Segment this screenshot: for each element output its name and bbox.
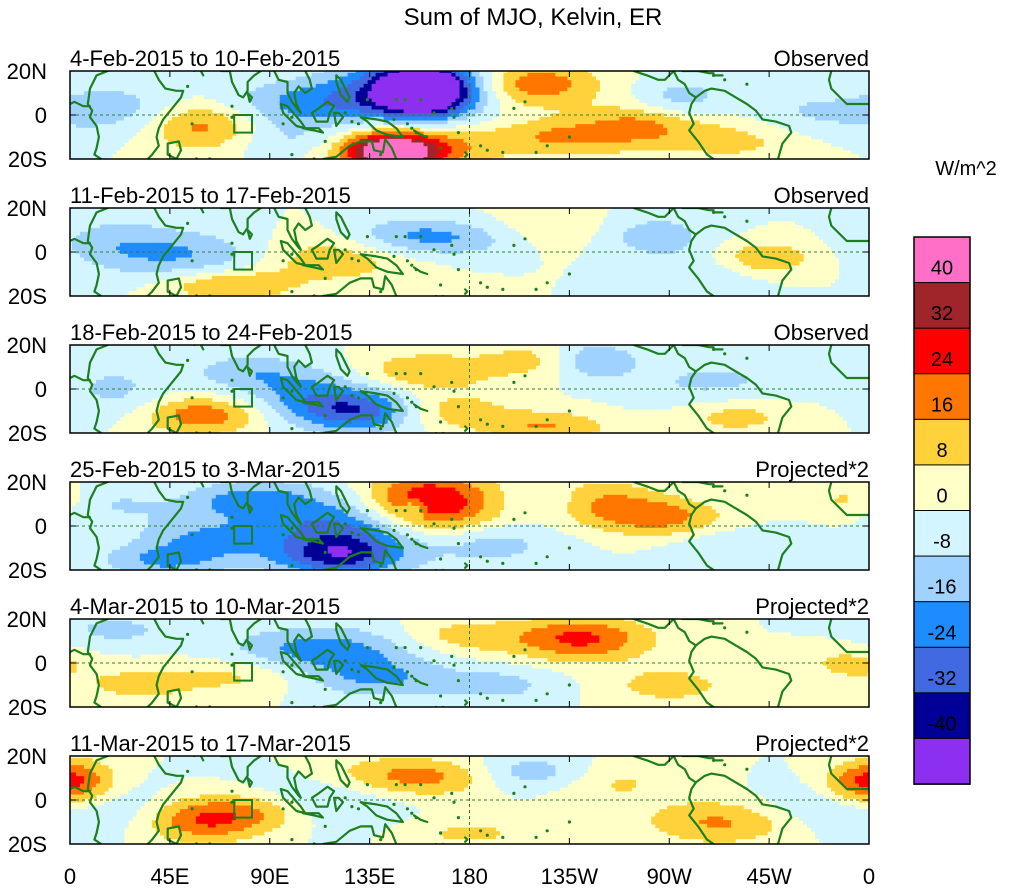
panel-date-range: 11-Feb-2015 to 17-Feb-2015 — [70, 183, 351, 208]
colorbar-tick-label: -32 — [928, 668, 957, 690]
y-tick-label: 20N — [7, 196, 47, 221]
colorbar-swatch — [913, 373, 971, 421]
y-tick-label: 20S — [8, 832, 47, 857]
anomaly-field — [70, 619, 869, 707]
panel-status-label: Observed — [774, 46, 869, 71]
y-tick-label: 0 — [35, 103, 47, 128]
reference-box — [233, 114, 253, 134]
panel-date-range: 18-Feb-2015 to 24-Feb-2015 — [70, 320, 353, 345]
reference-box — [233, 525, 253, 545]
panel-date-range: 25-Feb-2015 to 3-Mar-2015 — [70, 457, 340, 482]
y-tick-label: 20S — [8, 695, 47, 720]
x-tick-label: 90E — [250, 864, 289, 889]
panel-6: 20N 0 20S 11-Mar-2015 to 17-Mar-2015 Project… — [7, 731, 870, 857]
colorbar-swatch — [913, 282, 971, 329]
anomaly-field — [70, 345, 869, 433]
colorbar-tick-label: 16 — [931, 394, 953, 416]
y-tick-label: 20S — [8, 558, 47, 583]
panel-status-label: Projected*2 — [755, 731, 869, 756]
colorbar-tick-label: 8 — [936, 440, 947, 462]
y-tick-label: 0 — [35, 788, 47, 813]
anomaly-field — [70, 208, 869, 296]
x-tick-label: 135W — [541, 864, 599, 889]
x-tick-label: 45W — [746, 864, 791, 889]
y-tick-label: 0 — [35, 514, 47, 539]
panel-3: 20N 0 20S 18-Feb-2015 to 24-Feb-2015 Observe… — [7, 320, 870, 446]
y-tick-label: 20S — [8, 147, 47, 172]
colorbar-unit-label: W/m^2 — [935, 158, 997, 180]
colorbar-tick-label: -40 — [928, 713, 957, 735]
panel-4: 20N 0 20S 25-Feb-2015 to 3-Mar-2015 Projecte… — [7, 457, 870, 583]
colorbar-swatch — [913, 692, 971, 740]
y-tick-label: 20N — [7, 470, 47, 495]
colorbar-tick-label: 24 — [931, 349, 953, 371]
coastlines — [70, 756, 869, 844]
colorbar-swatch — [913, 737, 971, 785]
panel-date-range: 4-Feb-2015 to 10-Feb-2015 — [70, 46, 340, 71]
reference-box — [233, 799, 253, 819]
reference-box — [233, 388, 253, 408]
coastlines — [70, 482, 869, 570]
reference-box — [233, 662, 253, 682]
y-tick-label: 0 — [35, 377, 47, 402]
y-tick-label: 0 — [35, 240, 47, 265]
x-tick-label: 180 — [451, 864, 488, 889]
y-tick-label: 20S — [8, 421, 47, 446]
coastlines — [70, 345, 869, 433]
colorbar: 40 32 24 16 8 0 -8 -16 -24 -32 -40 W/m^2 — [913, 158, 997, 785]
colorbar-swatch — [913, 327, 971, 375]
panel-status-label: Observed — [774, 320, 869, 345]
x-tick-label: 135E — [344, 864, 395, 889]
coastlines — [70, 619, 869, 707]
colorbar-tick-label: -8 — [933, 531, 951, 553]
y-tick-label: 20S — [8, 284, 47, 309]
y-tick-label: 20N — [7, 744, 47, 769]
colorbar-tick-label: -24 — [928, 622, 957, 644]
panel-5: 20N 0 20S 4-Mar-2015 to 10-Mar-2015 Projecte… — [7, 594, 870, 720]
panel-status-label: Projected*2 — [755, 594, 869, 619]
panel-date-range: 11-Mar-2015 to 17-Mar-2015 — [70, 731, 351, 756]
x-tick-label: 90W — [647, 864, 692, 889]
anomaly-field — [70, 482, 869, 570]
chart-title: Sum of MJO, Kelvin, ER — [404, 4, 663, 31]
anomaly-field — [70, 71, 869, 159]
y-tick-label: 20N — [7, 333, 47, 358]
colorbar-tick-label: -16 — [928, 577, 957, 599]
colorbar-swatch — [913, 601, 971, 649]
y-tick-label: 0 — [35, 651, 47, 676]
colorbar-tick-label: 32 — [931, 303, 953, 325]
coastlines — [70, 71, 869, 159]
y-tick-label: 20N — [7, 59, 47, 84]
colorbar-tick-label: 40 — [931, 258, 953, 280]
panel-status-label: Projected*2 — [755, 457, 869, 482]
colorbar-tick-label: 0 — [936, 486, 947, 508]
panel-2: 20N 0 20S 11-Feb-2015 to 17-Feb-2015 Observe… — [7, 183, 870, 309]
reference-box — [233, 251, 253, 271]
colorbar-swatch — [913, 464, 971, 512]
anomaly-field — [70, 756, 869, 844]
y-tick-label: 20N — [7, 607, 47, 632]
panel-status-label: Observed — [774, 183, 869, 208]
panel-date-range: 4-Mar-2015 to 10-Mar-2015 — [70, 594, 340, 619]
x-axis: 0 45E 90E 135E 180 135W 90W 45W 0 — [64, 864, 875, 889]
x-tick-label: 0 — [64, 864, 76, 889]
panel-1: 20N 0 20S 4-Feb-2015 to 10-Feb-2015 Observed — [7, 46, 870, 172]
x-tick-label: 0 — [863, 864, 875, 889]
x-tick-label: 45E — [150, 864, 189, 889]
